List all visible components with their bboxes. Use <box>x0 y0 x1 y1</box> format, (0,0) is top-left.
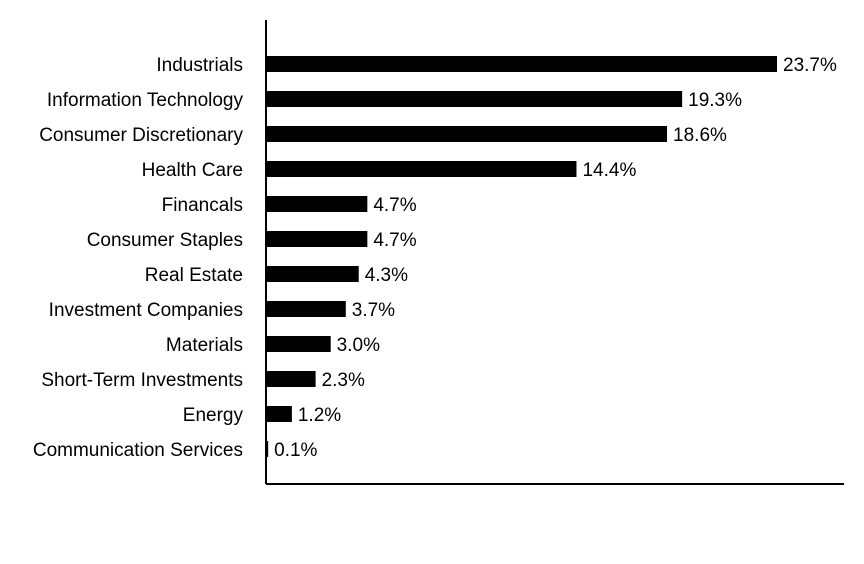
bar <box>266 196 368 212</box>
category-label: Industrials <box>156 55 243 76</box>
value-label: 14.4% <box>582 160 636 181</box>
category-label: Information Technology <box>47 90 244 111</box>
value-label: 3.0% <box>337 335 380 356</box>
bar <box>266 126 668 142</box>
value-label: 18.6% <box>673 125 727 146</box>
bar <box>266 371 316 387</box>
bar <box>266 301 346 317</box>
bar <box>266 161 577 177</box>
value-label: 2.3% <box>322 370 365 391</box>
value-label: 0.1% <box>274 440 317 461</box>
bar <box>266 441 269 457</box>
bar <box>266 266 359 282</box>
category-label: Communication Services <box>33 440 243 461</box>
value-label: 4.7% <box>373 195 416 216</box>
category-label: Real Estate <box>145 265 243 286</box>
category-label: Consumer Staples <box>87 230 243 251</box>
category-label: Investment Companies <box>49 300 243 321</box>
value-label: 23.7% <box>783 55 837 76</box>
value-labels-group: 23.7% 19.3% 18.6% 14.4% 4.7% 4.7% 4.3% 3.7% 3.0%… <box>274 55 837 461</box>
bars-group <box>266 56 777 457</box>
value-label: 1.2% <box>298 405 341 426</box>
category-label: Materials <box>166 335 243 356</box>
value-label: 19.3% <box>688 90 742 111</box>
category-labels-group: Industrials Information Technology Consume… <box>33 55 244 461</box>
category-label: Energy <box>183 405 244 426</box>
category-label: Short-Term Investments <box>41 370 243 391</box>
bar <box>266 91 683 107</box>
value-label: 4.7% <box>373 230 416 251</box>
category-label: Consumer Discretionary <box>39 125 243 146</box>
category-label: Health Care <box>142 160 243 181</box>
value-label: 3.7% <box>352 300 395 321</box>
bar <box>266 231 368 247</box>
bar <box>266 406 292 422</box>
value-label: 4.3% <box>365 265 408 286</box>
bar <box>266 56 777 72</box>
category-label: Financals <box>162 195 243 216</box>
bar <box>266 336 331 352</box>
